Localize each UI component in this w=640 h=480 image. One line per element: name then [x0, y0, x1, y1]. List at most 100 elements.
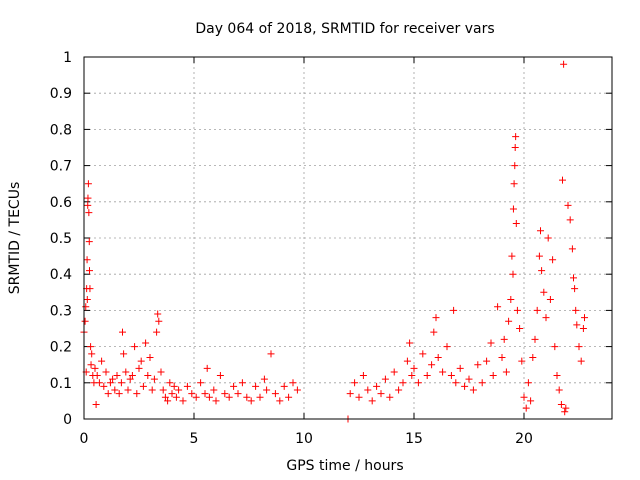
data-point	[111, 386, 119, 394]
y-tick-label: 0.6	[50, 195, 72, 211]
data-point	[373, 382, 381, 390]
axis-ticks: 00.10.20.30.40.50.60.70.80.910 5 10 15 20	[50, 50, 612, 447]
data-point	[559, 176, 566, 184]
data-point	[386, 393, 394, 401]
data-point	[86, 285, 94, 293]
data-point	[280, 382, 288, 390]
data-point	[84, 194, 92, 202]
y-tick-label: 0.9	[50, 86, 72, 102]
y-tick-label: 0.1	[50, 376, 72, 392]
x-tick-label: 0	[80, 431, 89, 447]
data-point	[432, 314, 440, 322]
data-point	[238, 379, 246, 387]
x-tick-label: 20	[515, 431, 533, 447]
data-point	[516, 325, 524, 332]
data-point	[377, 390, 385, 398]
data-point	[83, 256, 91, 264]
data-point	[512, 133, 520, 141]
data-point	[535, 252, 543, 260]
data-point	[168, 390, 176, 398]
data-point	[139, 382, 147, 390]
data-point	[85, 238, 93, 246]
data-point	[137, 357, 145, 365]
data-point	[271, 390, 279, 398]
data-point	[483, 357, 491, 365]
data-point	[522, 404, 530, 412]
data-point	[179, 397, 187, 405]
data-point	[359, 372, 367, 380]
x-tick-label: 15	[405, 431, 423, 447]
data-point	[564, 201, 572, 209]
data-point	[135, 364, 143, 372]
data-point	[93, 372, 101, 380]
data-point	[494, 303, 502, 311]
y-tick-label: 0.7	[50, 159, 72, 175]
data-point	[447, 372, 455, 380]
data-point	[551, 343, 559, 351]
data-point	[131, 343, 139, 351]
data-point	[498, 353, 506, 361]
data-point	[505, 317, 513, 325]
data-point	[267, 350, 275, 358]
data-point	[221, 390, 229, 398]
data-point	[544, 234, 552, 242]
data-point	[126, 375, 134, 383]
data-point	[289, 379, 297, 387]
data-point	[84, 180, 92, 188]
data-point	[529, 353, 537, 361]
data-point	[408, 372, 416, 380]
data-point	[216, 372, 224, 380]
data-point	[527, 397, 535, 405]
data-point	[456, 364, 464, 372]
x-axis-label: GPS time / hours	[286, 458, 403, 474]
data-point	[572, 306, 580, 314]
y-axis-label: SRMTID / TECUs	[7, 182, 23, 295]
data-point	[83, 296, 91, 304]
data-point	[399, 379, 407, 387]
data-point	[192, 393, 200, 401]
data-points	[80, 60, 588, 423]
data-point	[95, 379, 103, 387]
y-tick-label: 0.5	[50, 231, 72, 247]
data-point	[91, 364, 99, 372]
data-point	[461, 382, 469, 390]
data-point	[518, 357, 526, 365]
data-point	[166, 379, 174, 387]
data-point	[520, 393, 528, 401]
data-point	[537, 227, 544, 235]
data-point	[84, 201, 92, 209]
data-point	[247, 397, 255, 405]
data-point	[561, 408, 569, 416]
data-point	[276, 397, 284, 405]
data-point	[175, 386, 183, 394]
data-point	[489, 372, 497, 380]
data-point	[155, 317, 163, 325]
data-point	[540, 288, 548, 296]
data-point	[133, 390, 141, 398]
data-point	[120, 350, 128, 358]
data-point	[581, 314, 588, 322]
data-point	[106, 379, 114, 387]
data-point	[203, 364, 211, 372]
data-point	[419, 350, 427, 358]
data-point	[478, 379, 486, 387]
data-point	[512, 220, 520, 228]
data-point	[150, 375, 158, 383]
data-point	[197, 379, 205, 387]
data-point	[566, 216, 574, 224]
data-point	[87, 343, 95, 351]
data-point	[98, 357, 106, 365]
data-point	[85, 209, 93, 217]
data-point	[507, 296, 515, 304]
chart-title: Day 064 of 2018, SRMTID for receiver var…	[195, 21, 494, 37]
data-point	[560, 60, 568, 68]
data-point	[293, 386, 301, 394]
data-point	[230, 382, 238, 390]
data-point	[164, 397, 172, 405]
data-point	[212, 397, 220, 405]
data-point	[144, 372, 152, 380]
data-point	[428, 361, 436, 369]
data-point	[161, 393, 169, 401]
data-point	[104, 390, 112, 398]
data-point	[450, 306, 458, 314]
